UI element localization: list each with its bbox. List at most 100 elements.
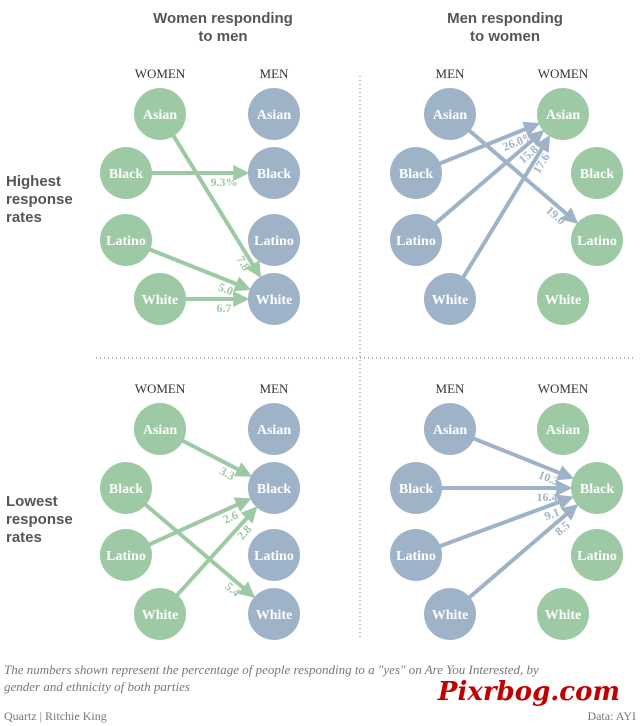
node-bottom-right-to-latino <box>571 529 623 581</box>
col-header-men-top-right: MEN <box>436 66 466 81</box>
value-label-top-right-asian-to-latino: 19.0 <box>543 203 568 227</box>
node-label-bottom-left-to-latino: Latino <box>254 549 294 564</box>
col-header-men-bottom-left: MEN <box>260 381 290 396</box>
row-label-bottom-line1: Lowest <box>6 493 58 510</box>
node-label-bottom-right-to-asian: Asian <box>546 423 580 438</box>
value-label-top-left-white-to-white: 6.7 <box>217 301 232 315</box>
node-top-right-from-black <box>390 147 442 199</box>
node-label-top-right-to-asian: Asian <box>546 108 580 123</box>
node-label-bottom-right-to-white: White <box>545 608 582 623</box>
node-top-left-to-asian <box>248 88 300 140</box>
nodes-layer: Asian Black Latino White Asian Black Latino Whi… <box>100 88 623 640</box>
arrows-layer <box>141 121 579 602</box>
node-label-bottom-left-from-latino: Latino <box>106 549 146 564</box>
node-label-bottom-left-from-white: White <box>142 608 179 623</box>
node-label-top-right-to-black: Black <box>580 167 614 182</box>
node-label-bottom-right-from-asian: Asian <box>433 423 467 438</box>
node-label-bottom-left-to-black: Black <box>257 482 291 497</box>
value-label-bottom-left-asian-to-black: 3.3 <box>217 464 237 483</box>
arrow-top-right-black-to-asian <box>435 121 540 167</box>
col-header-men-top-left: MEN <box>260 66 290 81</box>
node-top-left-from-black <box>100 147 152 199</box>
arrow-top-right-white-to-asian <box>459 135 551 282</box>
node-top-left-to-white <box>248 273 300 325</box>
arrow-bottom-right-latino-to-black <box>435 494 574 550</box>
node-top-right-from-white <box>424 273 476 325</box>
arrow-bottom-right-asian-to-black <box>469 435 574 481</box>
node-label-top-left-from-asian: Asian <box>143 108 177 123</box>
value-label-top-left-asian-to-white: 7.8 <box>234 253 254 273</box>
node-label-top-left-from-latino: Latino <box>106 234 146 249</box>
node-top-left-to-latino <box>248 214 300 266</box>
node-label-bottom-right-from-latino: Latino <box>396 549 436 564</box>
header-left-line2: to men <box>198 28 247 45</box>
col-header-women-top-left: WOMEN <box>135 66 186 81</box>
footnote-line1: The numbers shown represent the percenta… <box>4 662 539 677</box>
value-labels-layer: 7.89.3%5.06.719.026.0%15.817.63.35.42.62… <box>211 129 573 600</box>
node-top-right-to-white <box>537 273 589 325</box>
node-top-right-to-asian <box>537 88 589 140</box>
node-top-right-from-asian <box>424 88 476 140</box>
node-bottom-left-to-asian <box>248 403 300 455</box>
node-label-top-right-from-black: Black <box>399 167 433 182</box>
node-top-left-to-black <box>248 147 300 199</box>
col-header-women-bottom-right: WOMEN <box>538 381 589 396</box>
arrow-top-left-asian-to-white <box>169 131 262 278</box>
row-label-top-line2: response <box>6 191 73 208</box>
value-label-bottom-right-latino-to-black: 9.1 <box>542 505 561 523</box>
node-label-top-left-to-white: White <box>256 293 293 308</box>
node-bottom-left-to-white <box>248 588 300 640</box>
node-bottom-left-from-black <box>100 462 152 514</box>
value-label-bottom-right-black-to-black: 16.4 <box>537 490 558 504</box>
node-bottom-right-from-white <box>424 588 476 640</box>
watermark: Pixrbog.com <box>437 677 620 707</box>
node-label-top-left-to-latino: Latino <box>254 234 294 249</box>
arrow-bottom-right-white-to-black <box>465 504 579 602</box>
node-bottom-left-to-latino <box>248 529 300 581</box>
node-label-bottom-left-to-asian: Asian <box>257 423 291 438</box>
arrow-top-right-latino-to-asian <box>431 130 545 228</box>
header-right-line2: to women <box>470 28 540 45</box>
node-label-bottom-left-from-black: Black <box>109 482 143 497</box>
node-label-top-right-to-latino: Latino <box>577 234 617 249</box>
node-label-top-left-to-black: Black <box>257 167 291 182</box>
node-top-right-to-latino <box>571 214 623 266</box>
arrow-bottom-left-latino-to-black <box>145 497 252 548</box>
node-label-top-right-from-white: White <box>432 293 469 308</box>
value-label-bottom-left-latino-to-black: 2.6 <box>221 508 240 527</box>
node-top-right-from-latino <box>390 214 442 266</box>
node-label-top-right-from-latino: Latino <box>396 234 436 249</box>
node-label-bottom-right-from-black: Black <box>399 482 433 497</box>
node-label-bottom-left-from-asian: Asian <box>143 423 177 438</box>
node-label-bottom-right-to-latino: Latino <box>577 549 617 564</box>
value-label-bottom-left-black-to-white: 5.4 <box>222 579 242 599</box>
node-label-top-right-from-asian: Asian <box>433 108 467 123</box>
node-label-top-right-to-white: White <box>545 293 582 308</box>
header-right-line1: Men responding <box>447 10 563 27</box>
node-bottom-right-from-asian <box>424 403 476 455</box>
node-label-bottom-right-to-black: Black <box>580 482 614 497</box>
node-top-left-from-white <box>134 273 186 325</box>
value-label-bottom-right-white-to-black: 8.5 <box>552 518 572 538</box>
value-label-top-left-latino-to-white: 5.0 <box>216 280 235 299</box>
node-label-top-left-from-white: White <box>142 293 179 308</box>
col-header-women-bottom-left: WOMEN <box>135 381 186 396</box>
credit-left: Quartz | Ritchie King <box>4 709 107 723</box>
credit-right: Data: AYI <box>587 709 636 723</box>
node-bottom-right-from-latino <box>390 529 442 581</box>
footnote-line2: gender and ethnicity of both parties <box>4 679 190 694</box>
node-bottom-right-to-black <box>571 462 623 514</box>
node-label-top-left-from-black: Black <box>109 167 143 182</box>
node-bottom-right-to-white <box>537 588 589 640</box>
row-label-top-line3: rates <box>6 209 42 226</box>
node-label-bottom-left-to-white: White <box>256 608 293 623</box>
arrow-bottom-left-black-to-white <box>141 500 256 598</box>
node-label-bottom-right-from-white: White <box>432 608 469 623</box>
node-top-right-to-black <box>571 147 623 199</box>
value-label-bottom-left-white-to-black: 2.8 <box>234 522 254 543</box>
node-bottom-right-from-black <box>390 462 442 514</box>
row-label-bottom-line3: rates <box>6 529 42 546</box>
node-label-top-left-to-asian: Asian <box>257 108 291 123</box>
row-label-top-line1: Highest <box>6 173 61 190</box>
